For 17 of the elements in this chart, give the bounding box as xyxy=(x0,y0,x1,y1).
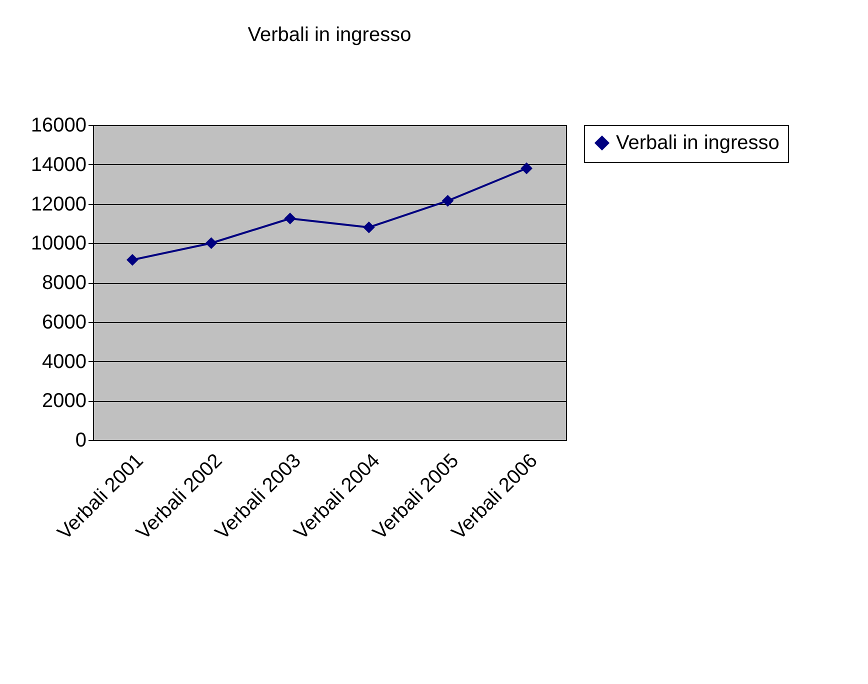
y-tick-label: 4000 xyxy=(42,350,86,373)
y-tick-label: 12000 xyxy=(30,193,86,216)
y-tick-label: 10000 xyxy=(30,232,86,255)
point xyxy=(363,221,375,234)
point xyxy=(520,162,532,174)
point xyxy=(442,194,454,207)
chart-title: Verbali in ingresso xyxy=(248,24,412,46)
point xyxy=(284,212,296,224)
y-tick-label: 16000 xyxy=(30,114,86,136)
y-tick-label: 6000 xyxy=(42,311,86,334)
y-tick-label: 0 xyxy=(75,430,86,452)
y-tick-label: 2000 xyxy=(42,390,86,412)
y-tick-label: 14000 xyxy=(30,154,86,176)
point xyxy=(126,254,138,266)
legend-label: Verbali in ingresso xyxy=(616,132,780,154)
y-tick-label: 8000 xyxy=(42,272,86,294)
point xyxy=(205,237,218,250)
